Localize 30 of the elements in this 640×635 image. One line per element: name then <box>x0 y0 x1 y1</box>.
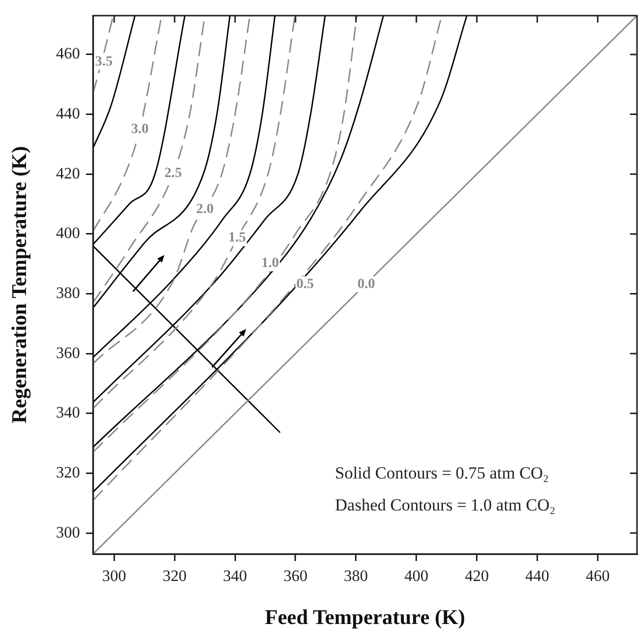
y-tick-label: 460 <box>56 46 80 63</box>
y-tick-label: 420 <box>56 165 80 182</box>
y-tick-label: 400 <box>56 225 80 242</box>
y-tick-label: 340 <box>56 404 80 422</box>
annotation: Dashed Contours = 1.0 atm CO₂ <box>335 495 556 514</box>
x-tick-label: 340 <box>223 568 248 585</box>
annotation: 3.5 <box>95 54 113 70</box>
x-tick-label: 360 <box>283 568 308 585</box>
annotation: 0.5 <box>296 276 314 292</box>
y-axis-title: Regeneration Temperature (K) <box>7 146 32 424</box>
annotation: Solid Contours = 0.75 atm CO₂ <box>335 463 549 482</box>
x-tick-label: 300 <box>102 568 126 585</box>
x-tick-label: 400 <box>404 568 428 585</box>
x-tick-label: 420 <box>464 568 489 585</box>
annotation: 2.5 <box>164 166 182 182</box>
annotation: 1.5 <box>228 230 246 246</box>
x-tick-label: 320 <box>162 568 187 585</box>
y-tick-label: 440 <box>56 106 80 123</box>
annotation: 2.0 <box>196 202 214 218</box>
x-tick-label: 440 <box>525 568 550 585</box>
x-tick-label: 460 <box>586 568 610 585</box>
y-tick-label: 380 <box>56 284 80 302</box>
y-tick-label: 360 <box>56 344 80 362</box>
x-axis-title: Feed Temperature (K) <box>264 604 466 629</box>
annotation: 1.0 <box>261 256 279 271</box>
annotation: 3.0 <box>131 122 149 138</box>
annotation: 0.0 <box>357 276 375 292</box>
y-tick-label: 300 <box>56 524 80 542</box>
x-tick-label: 380 <box>344 568 368 585</box>
y-tick-label: 320 <box>56 464 80 482</box>
